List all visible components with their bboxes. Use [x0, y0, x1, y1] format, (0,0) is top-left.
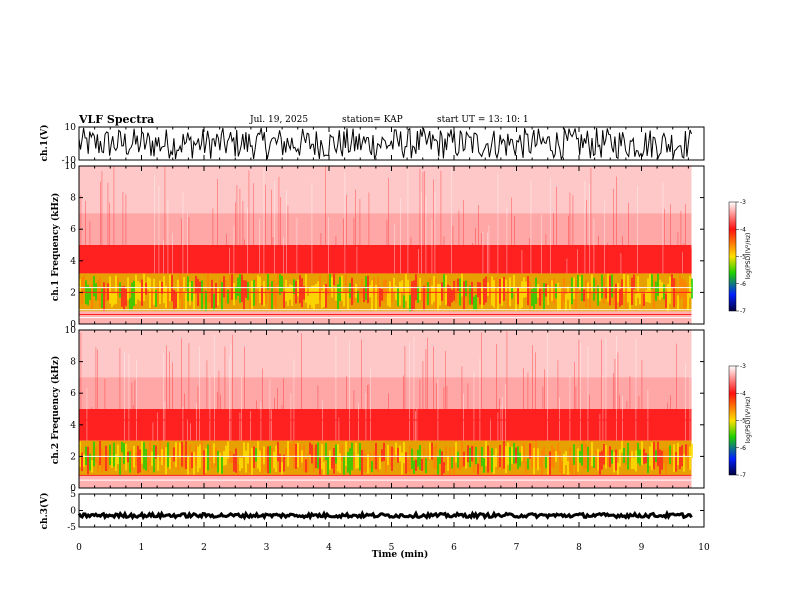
ch1-spec-mid-band: [79, 213, 692, 245]
ch2-colorbar-label: log(PSD)(V²/Hz): [745, 397, 752, 444]
figure-title: VLF Spectra: [78, 113, 154, 126]
ch2-spec-ytick-label: 0: [70, 484, 76, 494]
colorbar-tick-label: -4: [740, 390, 746, 397]
ch1-voltage-axis-label: ch.1(V): [39, 125, 50, 162]
colorbar-tick-label: -6: [740, 445, 746, 452]
time-tick-label: 0: [76, 543, 82, 553]
ch3-waveform-panel: 50-50 1 2 3 4 5 6 7 8 9 10: [67, 490, 710, 553]
ch2-spec-image: [79, 330, 693, 488]
ch1-spec-ytick-label: 6: [70, 225, 76, 235]
ch3-wave-ytick-label: 5: [70, 490, 76, 500]
ch2-colorbar-gradient: [728, 365, 737, 476]
ch2-spec-ytick-label: 2: [70, 452, 76, 462]
ch1-spec-ytick-label: 4: [70, 257, 76, 267]
ch1-wave-ytick-label: -10: [62, 156, 77, 166]
ch1-spec-ytick-label: 8: [70, 194, 76, 204]
ch2-spectrogram-panel: 0 2 4 6 8 10: [65, 326, 705, 494]
colorbar-tick-label: -3: [740, 199, 746, 206]
ch2-spec-ytick-label: 10: [65, 326, 77, 336]
ch1-spec-ytick-label: 0: [70, 320, 76, 330]
time-tick-label: 3: [264, 543, 270, 553]
ch1-frequency-axis-label: ch.1 Frequency (kHz): [50, 193, 61, 302]
start-time-label: start UT = 13: 10: 1: [437, 115, 529, 125]
ch2-spec-intense-speckle: [79, 440, 693, 476]
ch1-wave-ytick-label: 10: [65, 123, 77, 133]
ch2-colorbar: -3 -4 -5 -6 -7 log(PSD)(V²/Hz): [728, 363, 752, 479]
colorbar-tick-label: -5: [740, 418, 746, 425]
time-tick-label: 1: [139, 543, 145, 553]
ch1-colorbar-gradient: [728, 201, 737, 312]
ch1-spec-moderate-band: [79, 245, 692, 274]
ch3-voltage-axis-label: ch.3(V): [39, 493, 50, 530]
time-tick-label: 5: [389, 543, 395, 553]
colorbar-tick-label: -6: [740, 281, 746, 288]
ch1-wave-trace: [78, 127, 692, 161]
time-tick-label: 6: [451, 543, 457, 553]
ch1-spec-vertical-streaks: [80, 166, 692, 274]
ch1-spec-image: [79, 166, 693, 324]
time-tick-label: 4: [326, 543, 332, 553]
ch2-spec-vertical-streaks: [80, 330, 691, 441]
ch3-wave-ytick-label: -5: [67, 523, 76, 533]
station-label: station= KAP: [342, 115, 403, 125]
ch2-frequency-axis-label: ch.2 Frequency (kHz): [50, 356, 61, 465]
ch2-spec-ytick-label: 6: [70, 389, 76, 399]
ch2-spec-moderate-band: [79, 409, 692, 441]
ch2-spec-ytick-label: 8: [70, 358, 76, 368]
ch2-spec-low-band: [79, 475, 692, 488]
ch1-spec-ytick-label: 2: [70, 288, 76, 298]
ch1-colorbar: -3 -4 -5 -6 -7 log(PSD)(V²/Hz): [728, 199, 752, 315]
ch3-wave-ytick-label: 0: [70, 507, 76, 517]
colorbar-tick-label: -7: [740, 472, 746, 479]
colorbar-tick-label: -3: [740, 363, 746, 370]
time-tick-label: 9: [639, 543, 645, 553]
time-tick-label: 8: [576, 543, 582, 553]
ch1-spectrogram-panel: 0 2 4 6 8 10: [65, 162, 705, 330]
colorbar-tick-label: -5: [740, 254, 746, 261]
ch1-spec-intense-speckle: [79, 273, 693, 312]
time-tick-label: 2: [201, 543, 207, 553]
ch1-spec-ytick-label: 10: [65, 162, 77, 172]
time-axis-label: Time (min): [372, 549, 429, 560]
ch2-spec-mid-band: [79, 377, 692, 409]
ch1-colorbar-label: log(PSD)(V²/Hz): [745, 233, 752, 280]
date-label: Jul. 19, 2025: [249, 115, 308, 125]
ch1-waveform-panel: 10 -10: [62, 123, 705, 166]
colorbar-tick-label: -4: [740, 226, 746, 233]
time-tick-label: 7: [514, 543, 520, 553]
ch3-wave-trace: [77, 509, 693, 521]
time-tick-label: 10: [698, 543, 710, 553]
ch2-spec-ytick-label: 4: [70, 421, 76, 431]
colorbar-tick-label: -7: [740, 308, 746, 315]
